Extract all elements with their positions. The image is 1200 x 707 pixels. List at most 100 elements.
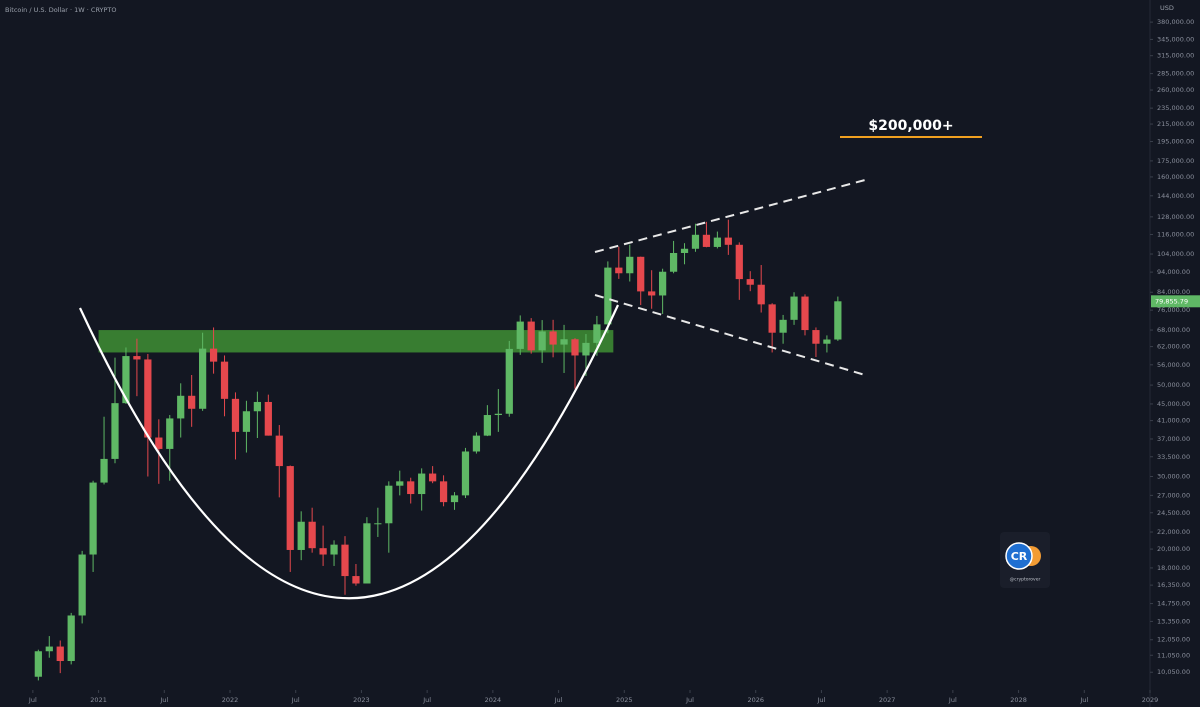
candle-body [155, 437, 163, 449]
x-tick-label: 2023 [353, 696, 370, 704]
support-zone [98, 330, 614, 353]
y-tick-label: 285,000.00 [1157, 70, 1194, 78]
y-tick-label: 94,000.00 [1157, 268, 1190, 276]
x-tick-label: Jul [159, 696, 168, 704]
y-tick-label: 27,000.00 [1157, 491, 1190, 499]
candle-body [669, 252, 678, 272]
drawings [79, 179, 866, 600]
logo-text: CR [1011, 550, 1028, 563]
y-tick-label: 16,350.00 [1157, 581, 1190, 589]
y-tick-label: 50,000.00 [1157, 381, 1190, 389]
x-tick-label: 2029 [1142, 696, 1159, 704]
logo: CR @cryptorover [1000, 532, 1050, 588]
candle-body [746, 279, 754, 285]
candle-body [691, 234, 700, 249]
y-tick-label: 260,000.00 [1157, 86, 1194, 94]
candle-body [483, 415, 491, 436]
x-tick-label: Jul [948, 696, 957, 704]
candle-body [275, 435, 283, 467]
x-tick-label: Jul [817, 696, 826, 704]
upper-trendline [594, 179, 866, 253]
y-tick-label: 22,000.00 [1157, 528, 1190, 536]
candle-body [319, 548, 327, 555]
y-tick-label: 24,500.00 [1157, 509, 1190, 517]
candle-body [724, 237, 732, 245]
candle-body [144, 359, 152, 438]
candle-body [571, 339, 579, 356]
candle-body [56, 646, 64, 662]
candle-body [100, 458, 108, 483]
candle-body [78, 554, 86, 616]
y-tick-label: 128,000.00 [1157, 213, 1194, 221]
candle-body [812, 330, 820, 344]
candle-body [626, 256, 634, 274]
candle-body [209, 348, 218, 362]
candle-body [242, 411, 251, 432]
candle-body [680, 248, 689, 253]
candle-body [648, 291, 656, 296]
candle-body [472, 435, 481, 452]
candle-body [363, 523, 371, 584]
candle-body [505, 348, 513, 414]
x-tick-label: Jul [1079, 696, 1088, 704]
candle-body [801, 296, 809, 331]
candle-body [757, 284, 765, 305]
candle-body [352, 576, 360, 584]
candle-body [834, 301, 842, 340]
candle-body [604, 267, 612, 325]
y-tick-label: 84,000.00 [1157, 288, 1190, 296]
target-label: $200,000+ [868, 118, 953, 134]
x-tick-label: Jul [422, 696, 431, 704]
candle-body [494, 413, 502, 416]
candle-body [199, 348, 207, 409]
candle-body [111, 403, 119, 459]
candle-body [418, 473, 426, 495]
candle-body [45, 646, 53, 652]
candle-body [538, 331, 546, 351]
x-tick-label: 2022 [222, 696, 239, 704]
y-tick-label: 14,750.00 [1157, 600, 1190, 608]
x-tick-label: 2025 [616, 696, 633, 704]
candle-body [253, 401, 261, 412]
y-tick-label: 18,000.00 [1157, 564, 1190, 572]
candle-body [461, 451, 470, 496]
candle-body [549, 331, 557, 345]
candle-body [560, 339, 568, 345]
y-tick-label: 175,000.00 [1157, 157, 1194, 165]
logo-circle [1005, 542, 1033, 570]
candle-body [790, 296, 798, 320]
candle-body [264, 401, 272, 436]
x-tick-label: Jul [685, 696, 694, 704]
candle-body [768, 304, 776, 333]
y-tick-label: 20,000.00 [1157, 545, 1190, 553]
candle-body [407, 481, 415, 495]
y-tick-label: 345,000.00 [1157, 35, 1194, 43]
candle-body [615, 267, 623, 274]
y-tick-label: 30,000.00 [1157, 473, 1190, 481]
last-price-label: 79,855.79 [1155, 297, 1188, 305]
y-tick-label: 41,000.00 [1157, 417, 1190, 425]
candle-body [582, 342, 590, 356]
y-tick-label: 116,000.00 [1157, 230, 1194, 238]
x-tick-label: 2028 [1010, 696, 1027, 704]
candle-body [429, 473, 437, 482]
candle-body [637, 256, 645, 292]
y-tick-label: 315,000.00 [1157, 52, 1194, 60]
candle-body [34, 651, 42, 677]
y-tick-label: 76,000.00 [1157, 306, 1190, 314]
candle-body [527, 321, 535, 351]
y-tick-label: 380,000.00 [1157, 18, 1194, 26]
y-tick-label: 37,000.00 [1157, 435, 1190, 443]
candle-body [286, 466, 294, 550]
chart-title: Bitcoin / U.S. Dollar · 1W · CRYPTO [5, 6, 117, 14]
candle-body [122, 356, 130, 404]
candle-body [177, 395, 185, 419]
candle-body [823, 339, 831, 344]
candle-body [133, 356, 141, 360]
y-tick-label: 10,050.00 [1157, 668, 1190, 676]
candle-body [713, 237, 721, 247]
lower-trendline [594, 294, 866, 376]
candle-body [308, 521, 316, 549]
x-axis: Jul 2021 Jul 2022 Jul 2023 Jul 2024 Jul 2025 Jul 20… [28, 690, 1158, 704]
